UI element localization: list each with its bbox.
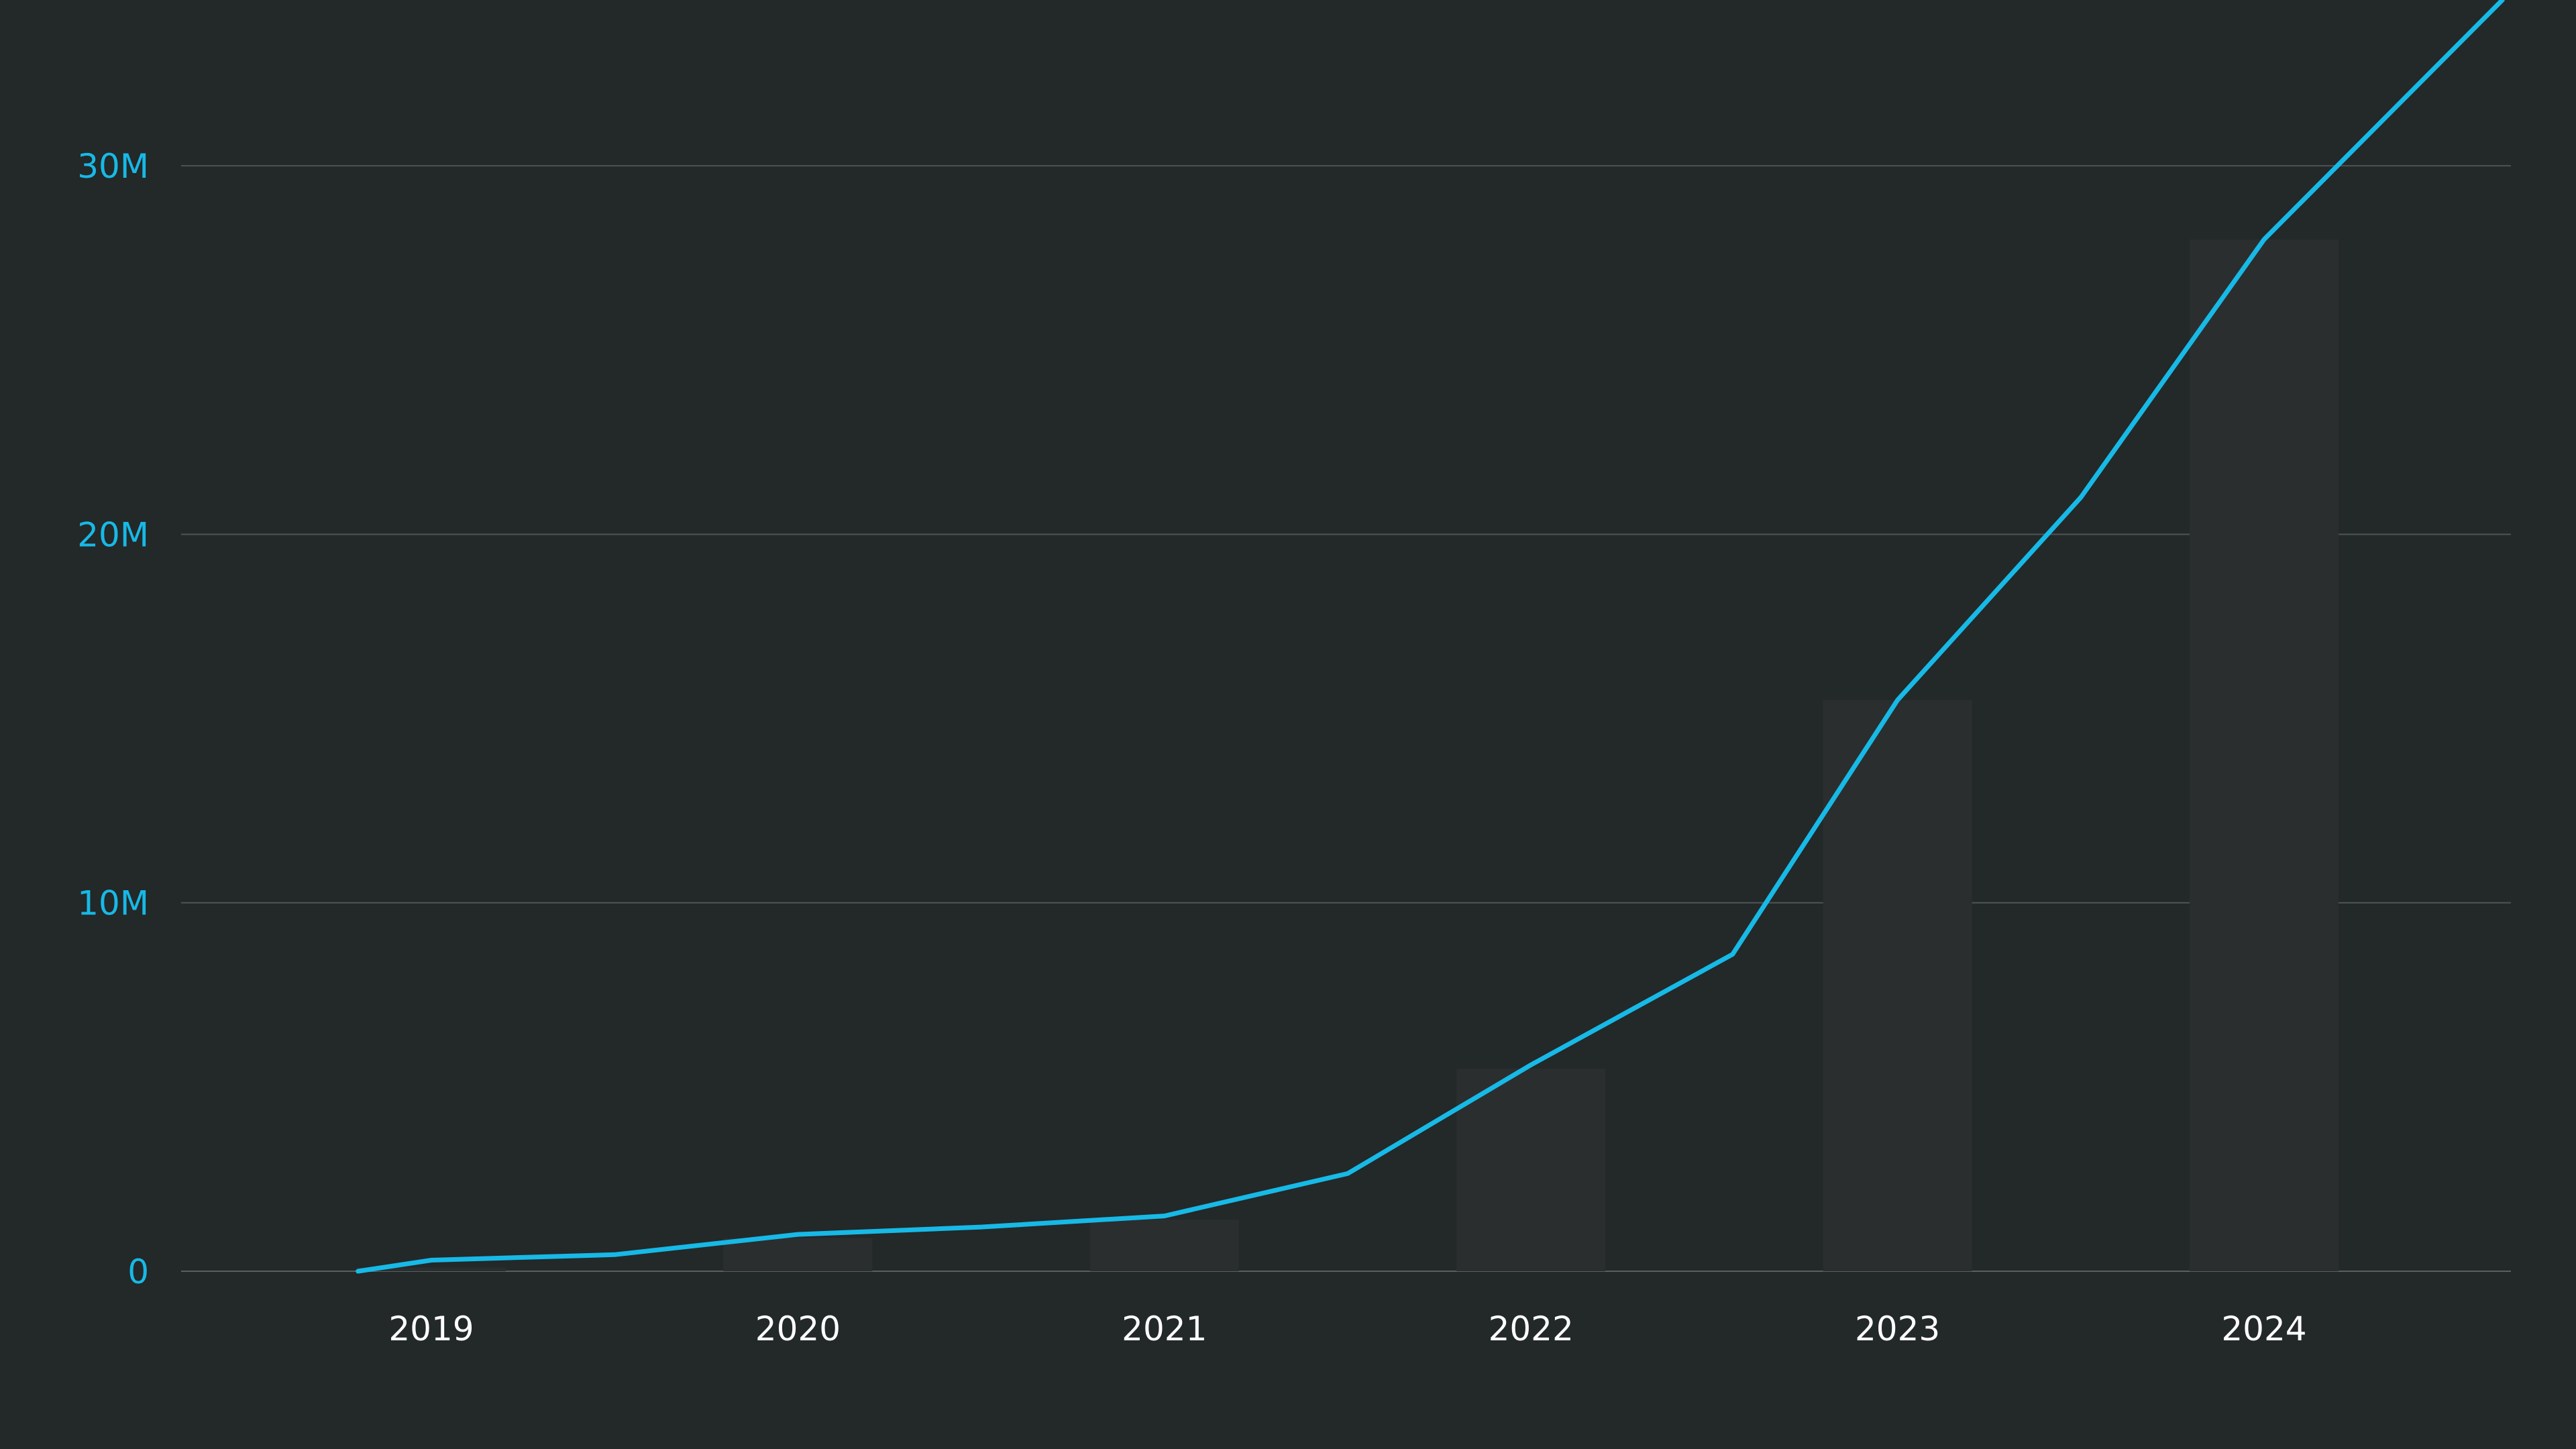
bar: [1823, 700, 1972, 1271]
bar: [1456, 1068, 1606, 1271]
y-axis-tick-labels: 0 10M 20M 30M: [77, 147, 149, 1291]
y-tick-label: 0: [127, 1252, 149, 1291]
x-tick-label: 2019: [388, 1309, 474, 1348]
bar-layer: [357, 239, 2339, 1271]
y-tick-label: 20M: [77, 515, 149, 554]
x-tick-label: 2023: [1855, 1309, 1940, 1348]
line-layer: [356, 0, 2505, 1274]
x-tick-label: 2020: [755, 1309, 841, 1348]
x-tick-label: 2022: [1489, 1309, 1574, 1348]
y-tick-label: 10M: [77, 884, 149, 923]
x-axis-tick-labels: 2019 2020 2021 2022 2023 2024: [388, 1309, 2306, 1348]
y-tick-label: 30M: [77, 147, 149, 186]
bar: [357, 1267, 506, 1271]
bar: [2190, 239, 2339, 1271]
grid-layer: [181, 165, 2511, 1272]
bar: [1089, 1220, 1239, 1271]
x-tick-label: 2021: [1122, 1309, 1207, 1348]
growth-line: [356, 0, 2505, 1274]
x-tick-label: 2024: [2221, 1309, 2306, 1348]
bar: [723, 1238, 873, 1271]
